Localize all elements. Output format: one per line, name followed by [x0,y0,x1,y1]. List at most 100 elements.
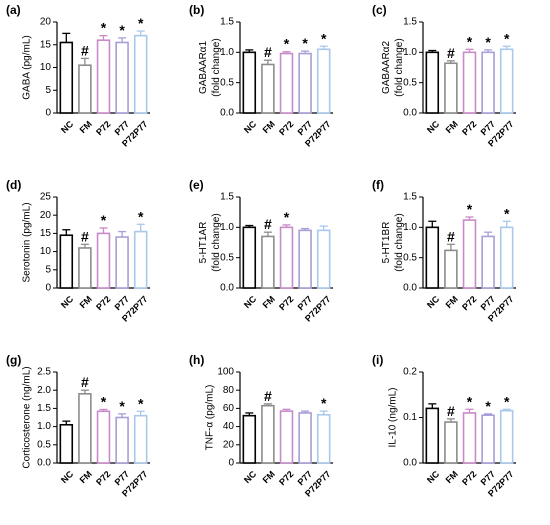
y-tick-label: 1.5 [220,192,234,203]
y-tick-label: 0.5 [220,77,234,88]
x-tick-label: FM [78,469,94,485]
y-tick-label: 20 [40,210,52,221]
significance-mark: * [284,209,290,225]
y-tick-label: 0 [45,283,51,294]
x-tick-label: P72 [94,294,112,312]
bar [59,41,74,114]
y-tick-label: 0.0 [220,283,234,294]
y-tick-label: 0.5 [403,77,417,88]
bar [444,62,458,114]
x-tick-label: NC [59,469,76,486]
bar [261,235,275,289]
y-tick-label: 10 [40,246,52,257]
bar [261,63,275,114]
significance-mark: * [101,212,107,228]
significance-mark: * [485,34,491,50]
y-tick-label: 20 [223,439,235,450]
significance-mark: * [504,30,510,46]
significance-mark: * [504,205,510,221]
significance-mark: * [485,398,491,414]
x-tick-label: P72 [460,119,478,137]
bar [115,236,129,289]
y-tick-label: 1.5 [37,403,51,414]
panel-label: (h) [189,353,204,367]
bar [133,34,148,114]
y-tick-label: 0 [228,458,234,469]
bar [279,226,294,289]
bar [279,52,294,114]
y-tick-label: 60 [223,403,235,414]
significance-mark: # [81,228,89,244]
bar [133,414,148,464]
x-tick-label: P72 [460,469,478,487]
y-tick-label: 1.0 [220,222,234,233]
bar [96,232,111,289]
significance-mark: * [321,395,327,411]
significance-mark: * [101,20,107,36]
significance-mark: * [101,393,107,409]
x-tick-label: P72 [277,469,295,487]
panel-label: (i) [372,353,383,367]
x-tick-label: NC [425,294,442,311]
y-tick-label: 0.0 [37,458,51,469]
y-tick-label: 1.5 [403,192,417,203]
panel-label: (c) [372,3,387,17]
y-axis-label: GABAARα1 [198,41,209,94]
y-tick-label: 25 [40,192,52,203]
significance-mark: # [447,403,455,419]
significance-mark: # [81,374,89,390]
y-axis-label: 5-HT1AR [198,222,209,264]
x-tick-label: P72 [277,119,295,137]
bar [425,226,440,289]
y-tick-label: 1.0 [37,421,51,432]
bar [96,39,111,114]
bar [115,416,129,464]
significance-mark: # [81,42,89,58]
bar [499,226,514,289]
y-tick-label: 0.5 [403,252,417,263]
y-axis-label: Serotonin (pg/mL) [22,202,33,282]
bar [481,414,495,464]
significance-mark: * [138,208,144,224]
x-tick-label: FM [261,469,277,485]
bar [279,410,294,464]
bar [59,423,74,464]
y-tick-label: 15 [40,228,52,239]
x-tick-label: FM [444,294,460,310]
y-tick-label: 15 [40,39,52,50]
y-tick-label: 0.0 [403,283,417,294]
y-tick-label: 100 [217,367,234,378]
bar [444,421,458,464]
significance-mark: # [264,388,272,404]
bar [316,229,331,289]
bar [96,410,111,464]
x-tick-label: NC [425,469,442,486]
y-axis-label: (fold change) [211,38,222,96]
y-axis-label: (fold change) [394,213,405,271]
y-tick-label: 10 [40,62,52,73]
y-tick-label: 0.0 [403,108,417,119]
significance-mark: * [119,22,125,38]
y-axis-label: (fold change) [211,213,222,271]
bar [242,226,257,289]
x-tick-label: NC [59,119,76,136]
significance-mark: * [467,201,473,217]
x-tick-label: P72 [94,119,112,137]
panel-label: (f) [372,178,384,192]
y-tick-label: 1.5 [220,17,234,28]
significance-mark: # [264,216,272,232]
bar [298,412,312,464]
y-tick-label: 20 [40,17,52,28]
y-tick-label: 40 [223,421,235,432]
y-tick-label: 0.0 [220,108,234,119]
x-tick-label: NC [242,469,259,486]
bar [59,234,74,289]
y-axis-label: TNF-α (pg/mL) [205,385,216,451]
y-tick-label: 0.5 [220,252,234,263]
bar [316,48,331,114]
y-tick-label: 80 [223,385,235,396]
y-axis-label: GABA (pg/mL) [22,35,33,99]
bar [298,229,312,289]
bar [481,235,495,289]
y-tick-label: 0 [45,108,51,119]
